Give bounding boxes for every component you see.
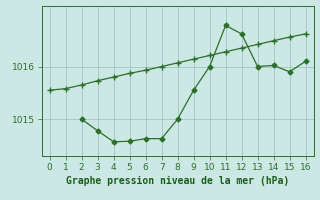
X-axis label: Graphe pression niveau de la mer (hPa): Graphe pression niveau de la mer (hPa) [66, 176, 289, 186]
